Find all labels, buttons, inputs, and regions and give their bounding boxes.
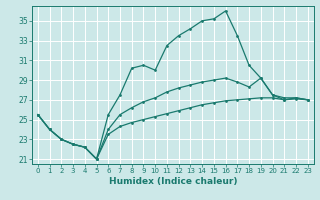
X-axis label: Humidex (Indice chaleur): Humidex (Indice chaleur) xyxy=(108,177,237,186)
